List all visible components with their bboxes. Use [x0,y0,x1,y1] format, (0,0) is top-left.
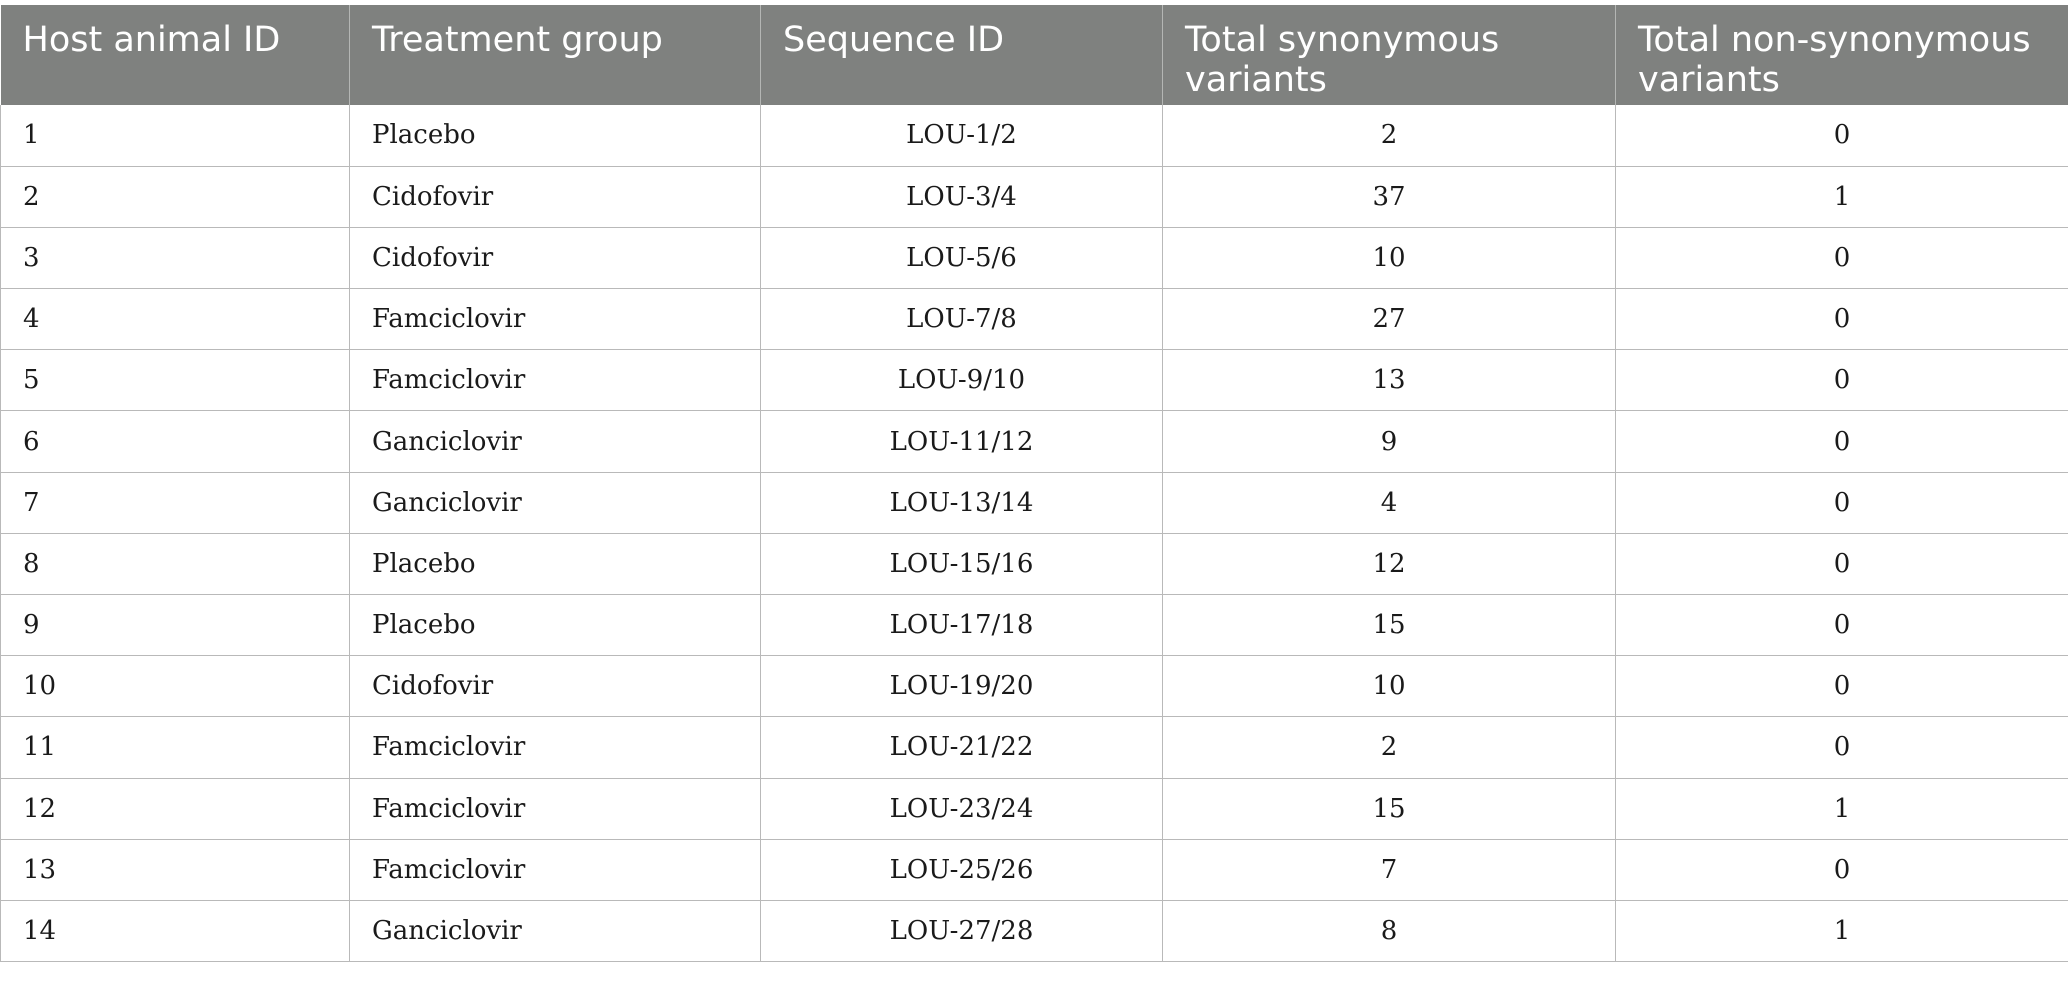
treatment-group-cell: Ganciclovir [349,410,761,473]
table-header: Host animal ID Treatment group Sequence … [0,5,2068,105]
sequence-id-cell: LOU-7/8 [760,288,1163,351]
table-row: 7 Ganciclovir LOU-13/14 4 0 [0,472,2068,534]
host-animal-id-cell: 5 [0,349,350,412]
table-body: 1 Placebo LOU-1/2 2 0 2 Cidofovir LOU-3/4 37 1 3 Ci… [0,105,2068,963]
treatment-group-cell: Famciclovir [349,716,761,779]
table-row: 4 Famciclovir LOU-7/8 27 0 [0,288,2068,351]
synonymous-count-cell: 2 [1162,105,1616,167]
header-row: Host animal ID Treatment group Sequence … [0,5,2068,105]
sequence-id-cell: LOU-21/22 [760,716,1163,779]
host-animal-id-cell: 3 [0,227,350,290]
header-total-non-synonymous-variants: Total non-synonymous variants [1615,5,2068,105]
sequence-id-cell: LOU-11/12 [760,410,1163,473]
sequence-id-cell: LOU-17/18 [760,594,1163,657]
host-animal-id-cell: 8 [0,533,350,596]
treatment-group-cell: Famciclovir [349,349,761,412]
non-synonymous-count-cell: 0 [1615,533,2068,596]
host-animal-id-cell: 13 [0,839,350,901]
treatment-group-cell: Famciclovir [349,839,761,901]
host-animal-id-cell: 10 [0,655,350,718]
host-animal-id-cell: 14 [0,900,350,963]
synonymous-count-cell: 10 [1162,655,1616,718]
table-row: 12 Famciclovir LOU-23/24 15 1 [0,778,2068,840]
non-synonymous-count-cell: 0 [1615,472,2068,534]
table-row: 13 Famciclovir LOU-25/26 7 0 [0,839,2068,901]
sequence-id-cell: LOU-5/6 [760,227,1163,290]
treatment-group-cell: Ganciclovir [349,900,761,963]
non-synonymous-count-cell: 0 [1615,410,2068,473]
sequence-id-cell: LOU-1/2 [760,105,1163,167]
variants-table: Host animal ID Treatment group Sequence … [0,5,2068,963]
treatment-group-cell: Cidofovir [349,166,761,228]
sequence-id-cell: LOU-23/24 [760,778,1163,840]
table-row: 8 Placebo LOU-15/16 12 0 [0,533,2068,596]
non-synonymous-count-cell: 0 [1615,716,2068,779]
sequence-id-cell: LOU-13/14 [760,472,1163,534]
sequence-id-cell: LOU-15/16 [760,533,1163,596]
synonymous-count-cell: 12 [1162,533,1616,596]
host-animal-id-cell: 2 [0,166,350,228]
table-row: 6 Ganciclovir LOU-11/12 9 0 [0,410,2068,473]
treatment-group-cell: Cidofovir [349,227,761,290]
host-animal-id-cell: 6 [0,410,350,473]
non-synonymous-count-cell: 0 [1615,227,2068,290]
synonymous-count-cell: 4 [1162,472,1616,534]
treatment-group-cell: Placebo [349,533,761,596]
synonymous-count-cell: 7 [1162,839,1616,901]
treatment-group-cell: Ganciclovir [349,472,761,534]
synonymous-count-cell: 8 [1162,900,1616,963]
header-total-synonymous-variants: Total synonymous variants [1162,5,1616,105]
non-synonymous-count-cell: 1 [1615,900,2068,963]
sequence-id-cell: LOU-19/20 [760,655,1163,718]
header-sequence-id: Sequence ID [760,5,1163,105]
synonymous-count-cell: 10 [1162,227,1616,290]
non-synonymous-count-cell: 0 [1615,288,2068,351]
synonymous-count-cell: 27 [1162,288,1616,351]
host-animal-id-cell: 11 [0,716,350,779]
table-row: 1 Placebo LOU-1/2 2 0 [0,105,2068,167]
non-synonymous-count-cell: 0 [1615,105,2068,167]
table-row: 5 Famciclovir LOU-9/10 13 0 [0,349,2068,412]
treatment-group-cell: Placebo [349,105,761,167]
synonymous-count-cell: 15 [1162,778,1616,840]
table-row: 10 Cidofovir LOU-19/20 10 0 [0,655,2068,718]
table-row: 11 Famciclovir LOU-21/22 2 0 [0,716,2068,779]
sequence-id-cell: LOU-9/10 [760,349,1163,412]
treatment-group-cell: Cidofovir [349,655,761,718]
treatment-group-cell: Placebo [349,594,761,657]
synonymous-count-cell: 15 [1162,594,1616,657]
synonymous-count-cell: 9 [1162,410,1616,473]
non-synonymous-count-cell: 1 [1615,778,2068,840]
host-animal-id-cell: 9 [0,594,350,657]
host-animal-id-cell: 4 [0,288,350,351]
table-row: 9 Placebo LOU-17/18 15 0 [0,594,2068,657]
host-animal-id-cell: 12 [0,778,350,840]
host-animal-id-cell: 1 [0,105,350,167]
table-row: 3 Cidofovir LOU-5/6 10 0 [0,227,2068,290]
header-host-animal-id: Host animal ID [0,5,350,105]
synonymous-count-cell: 2 [1162,716,1616,779]
non-synonymous-count-cell: 0 [1615,655,2068,718]
treatment-group-cell: Famciclovir [349,288,761,351]
sequence-id-cell: LOU-3/4 [760,166,1163,228]
sequence-id-cell: LOU-25/26 [760,839,1163,901]
treatment-group-cell: Famciclovir [349,778,761,840]
synonymous-count-cell: 37 [1162,166,1616,228]
sequence-id-cell: LOU-27/28 [760,900,1163,963]
non-synonymous-count-cell: 0 [1615,839,2068,901]
non-synonymous-count-cell: 1 [1615,166,2068,228]
non-synonymous-count-cell: 0 [1615,349,2068,412]
table-row: 14 Ganciclovir LOU-27/28 8 1 [0,900,2068,963]
header-treatment-group: Treatment group [349,5,761,105]
non-synonymous-count-cell: 0 [1615,594,2068,657]
synonymous-count-cell: 13 [1162,349,1616,412]
host-animal-id-cell: 7 [0,472,350,534]
table-row: 2 Cidofovir LOU-3/4 37 1 [0,166,2068,228]
